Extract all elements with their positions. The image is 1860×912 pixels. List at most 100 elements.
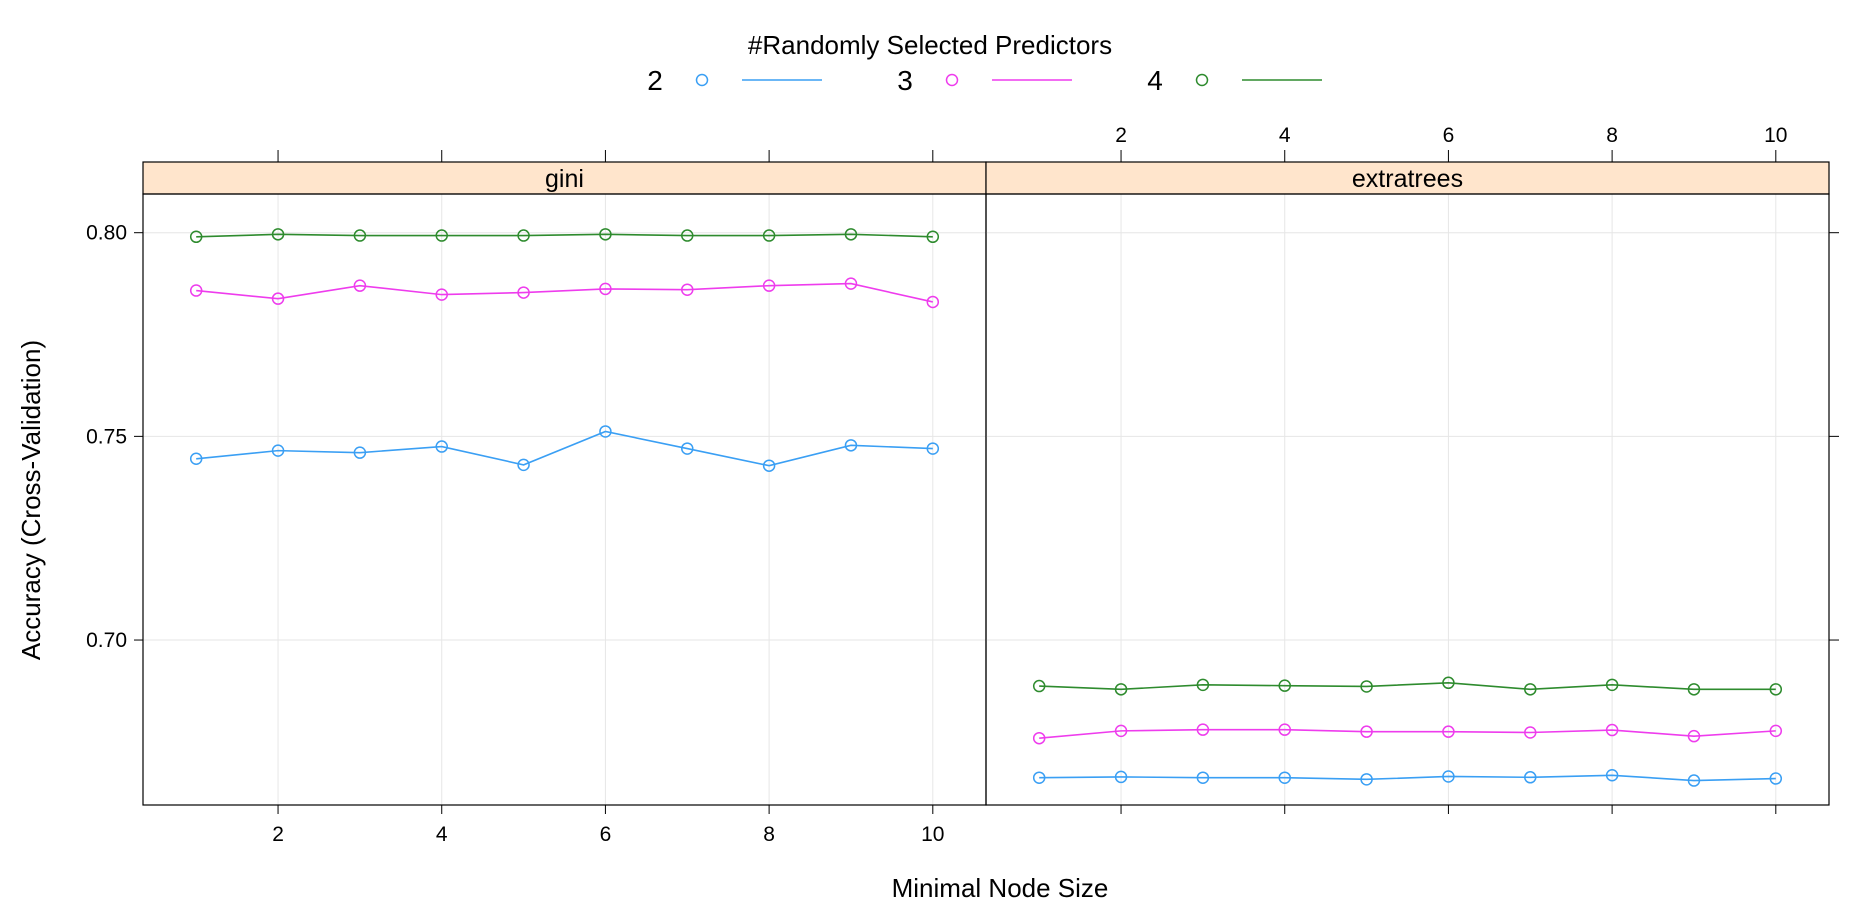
data-point [189, 284, 203, 297]
legend-item-4: 4 [1147, 65, 1322, 96]
series-line [1039, 774, 1776, 782]
y-tick-label: 0.80 [86, 222, 127, 245]
series-gini-3 [189, 277, 940, 309]
data-point [599, 282, 612, 296]
series-line [1039, 681, 1776, 691]
data-point [1360, 773, 1373, 786]
panel-gini: gini 2 4 6 8 10 0.70 0.75 0.80 [86, 150, 987, 846]
x-tick-label: 10 [921, 823, 944, 846]
x-axis-label: Minimal Node Size [892, 873, 1109, 903]
data-point [1442, 770, 1455, 783]
strip-background [985, 161, 1830, 195]
grid [986, 194, 1829, 805]
series-line [196, 430, 933, 467]
y-axis-ticks [1829, 232, 1839, 641]
data-point [681, 229, 694, 242]
data-point [1442, 725, 1455, 738]
data-point [517, 458, 530, 472]
strip-label: extratrees [1352, 165, 1463, 193]
data-point [1524, 771, 1537, 784]
legend-item-3: 3 [897, 65, 1072, 96]
data-point [926, 295, 940, 309]
legend-label: 2 [647, 65, 663, 96]
x-tick-label: 10 [1764, 124, 1787, 147]
x-axis-ticks: 2 4 6 8 10 [1115, 124, 1787, 814]
data-point [1769, 683, 1783, 696]
x-tick-label: 6 [1443, 124, 1455, 147]
series-line [196, 233, 933, 238]
series-extratrees-2 [1032, 769, 1783, 787]
data-point [1687, 729, 1701, 743]
data-point [844, 228, 858, 241]
series-line [196, 282, 933, 303]
data-point [1032, 679, 1046, 693]
data-point [1196, 678, 1210, 692]
data-point [1114, 770, 1128, 784]
series-extratrees-3 [1032, 723, 1783, 745]
legend-title: #Randomly Selected Predictors [748, 30, 1112, 60]
data-point [1114, 683, 1128, 696]
data-point [1769, 772, 1783, 785]
data-point [1687, 683, 1701, 696]
data-point [762, 229, 776, 242]
panel-frame [985, 193, 1830, 806]
legend-label: 3 [897, 65, 913, 96]
series-extratrees-4 [1032, 676, 1783, 696]
data-point [926, 442, 940, 455]
data-point [1032, 771, 1046, 784]
data-point [189, 452, 203, 466]
data-point [517, 286, 530, 299]
x-axis-ticks: 2 4 6 8 10 [272, 150, 944, 846]
data-point [271, 444, 285, 457]
x-tick-label: 4 [1279, 124, 1291, 147]
legend-items: 2 3 4 [647, 65, 1322, 96]
legend-marker [695, 73, 709, 87]
data-point [762, 279, 776, 292]
data-point [189, 230, 203, 244]
data-point [1605, 769, 1619, 782]
data-point [1524, 683, 1537, 696]
data-point [844, 439, 858, 452]
y-axis-label: Accuracy (Cross-Validation) [16, 340, 46, 660]
data-point [271, 228, 285, 241]
y-axis-ticks: 0.70 0.75 0.80 [86, 222, 143, 652]
series-gini-2 [189, 425, 940, 472]
data-point [271, 292, 285, 305]
panels: gini 2 4 6 8 10 0.70 0.75 0.80 extratrees 2 4 6 8 10 [86, 124, 1839, 846]
y-tick-label: 0.75 [86, 425, 127, 448]
data-point [1032, 731, 1046, 745]
data-point [844, 277, 858, 290]
strip-label: gini [545, 165, 584, 193]
legend-item-2: 2 [647, 65, 822, 96]
data-point [1278, 771, 1291, 784]
x-tick-label: 2 [1115, 124, 1127, 147]
data-point [1442, 676, 1455, 690]
x-tick-label: 8 [763, 823, 775, 846]
x-tick-label: 4 [436, 823, 448, 846]
data-point [435, 229, 448, 242]
data-point [599, 228, 612, 241]
data-point [435, 440, 448, 453]
data-point [1196, 723, 1210, 736]
data-point [1278, 679, 1291, 692]
data-point [762, 459, 776, 472]
data-point [1687, 774, 1701, 787]
y-tick-label: 0.70 [86, 629, 127, 652]
data-point [353, 229, 367, 242]
panel-extratrees: extratrees 2 4 6 8 10 [985, 124, 1839, 814]
data-point [681, 283, 694, 296]
data-point [1605, 678, 1619, 692]
strip-background [142, 161, 987, 195]
data-point [517, 229, 530, 242]
series-gini-4 [189, 228, 940, 244]
data-point [926, 230, 940, 244]
data-point [1360, 680, 1373, 693]
data-point [1114, 724, 1128, 738]
data-point [1605, 723, 1619, 737]
data-point [599, 425, 612, 438]
x-tick-label: 6 [600, 823, 612, 846]
series-line [1039, 728, 1776, 739]
data-point [353, 446, 367, 459]
data-point [1196, 771, 1210, 784]
